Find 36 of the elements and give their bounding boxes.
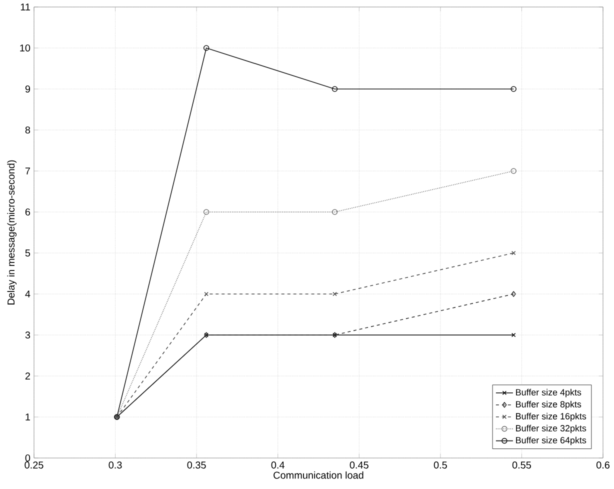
y-axis-title: Delay in message(micro-second) [7, 160, 17, 304]
point [511, 250, 516, 256]
x-tick-label: 0.6 [596, 462, 610, 469]
x-tick-label: 0.3 [108, 462, 122, 469]
x-axis-title: Communication load [274, 471, 364, 479]
x-tick-label: 0.5 [434, 462, 447, 469]
x-tick-label: 0.45 [350, 462, 368, 469]
x-tick-label: 0.55 [512, 462, 531, 469]
x-tick-label: 0.4 [271, 462, 284, 469]
point [332, 209, 338, 215]
y-tick-label: 11 [20, 4, 30, 10]
y-tick-label: 10 [20, 44, 30, 52]
y-tick-label: 1 [26, 414, 30, 420]
x-tick-label: 0.25 [24, 462, 44, 469]
y-tick-label: 0 [25, 454, 30, 462]
y-tick-label: 6 [25, 208, 30, 216]
legend-label: Buffer size 32pkts [516, 424, 586, 434]
point [510, 168, 516, 174]
point [511, 291, 516, 297]
point [203, 45, 210, 51]
y-tick-label: 8 [25, 126, 30, 134]
y-tick-label: 9 [25, 85, 30, 93]
point [204, 292, 208, 296]
y-tick-label: 2 [25, 372, 30, 380]
x-tick-label: 0.35 [187, 462, 206, 469]
point [332, 292, 337, 296]
y-tick-label: 5 [25, 250, 30, 256]
y-tick-label: 4 [25, 290, 30, 298]
legend-label: Buffer size 4pkts [516, 388, 582, 398]
legend-label: Buffer size 64pkts [516, 436, 586, 446]
point [332, 86, 338, 92]
point [203, 209, 210, 215]
legend-label: Buffer size 16pkts [516, 412, 586, 422]
y-tick-label: 7 [25, 168, 30, 174]
legend-label: Buffer size 8pkts [516, 400, 582, 410]
y-tick-label: 3 [25, 331, 30, 339]
